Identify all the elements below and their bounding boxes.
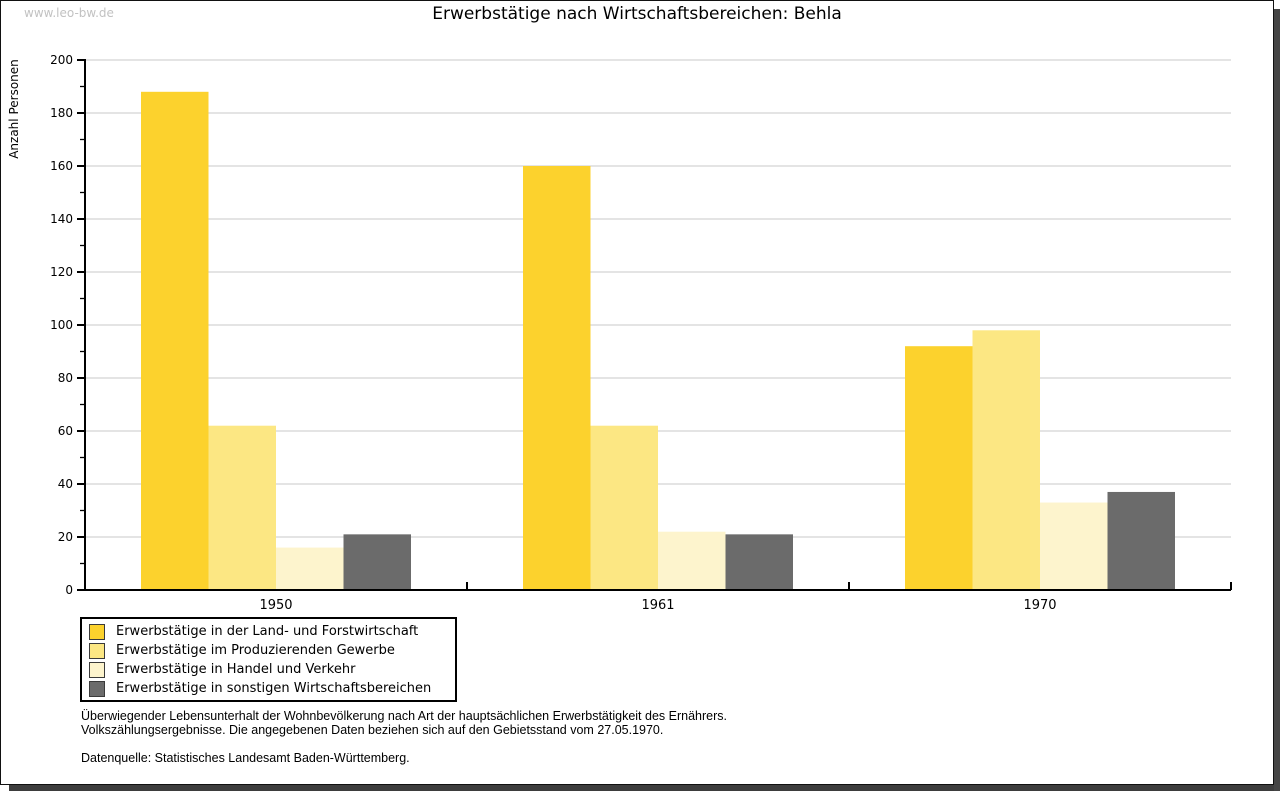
bar-1970-series2 bbox=[972, 330, 1040, 590]
bar-1950-series3 bbox=[276, 547, 344, 590]
footer-notes: Überwiegender Lebensunterhalt der Wohnbe… bbox=[81, 709, 727, 737]
legend-swatch bbox=[89, 680, 105, 697]
bar-1950-series4 bbox=[343, 534, 411, 590]
legend-items: Erwerbstätige in der Land- und Forstwirt… bbox=[89, 622, 455, 698]
y-tick-label: 80 bbox=[58, 371, 73, 385]
y-tick-label: 100 bbox=[50, 318, 73, 332]
legend-item: Erwerbstätige in sonstigen Wirtschaftsbe… bbox=[89, 679, 455, 698]
y-tick-label: 20 bbox=[58, 530, 73, 544]
legend-swatch bbox=[89, 642, 105, 659]
footer-note-line1: Überwiegender Lebensunterhalt der Wohnbe… bbox=[81, 709, 727, 723]
x-category-label: 1961 bbox=[641, 598, 674, 613]
bar-1950-series1 bbox=[141, 91, 209, 591]
footer-source: Datenquelle: Statistisches Landesamt Bad… bbox=[81, 751, 410, 765]
legend-item-label: Erwerbstätige in sonstigen Wirtschaftsbe… bbox=[116, 681, 432, 696]
y-tick-label: 120 bbox=[50, 265, 73, 279]
bar-1970-series1 bbox=[905, 346, 973, 590]
legend-item: Erwerbstätige im Produzierenden Gewerbe bbox=[89, 641, 455, 660]
y-tick-label: 160 bbox=[50, 159, 73, 173]
legend-item: Erwerbstätige in der Land- und Forstwirt… bbox=[89, 622, 455, 641]
bar-1970-series4 bbox=[1107, 491, 1175, 590]
bar-1961-series2 bbox=[590, 425, 658, 590]
frame-shadow-bottom bbox=[9, 785, 1274, 791]
y-tick-label: 0 bbox=[65, 583, 73, 597]
legend-item-label: Erwerbstätige in der Land- und Forstwirt… bbox=[116, 624, 419, 639]
bar-1950-series2 bbox=[208, 425, 276, 590]
y-tick-label: 140 bbox=[50, 212, 73, 226]
bar-1961-series4 bbox=[725, 534, 793, 590]
bar-1970-series3 bbox=[1040, 502, 1108, 590]
legend-item-label: Erwerbstätige im Produzierenden Gewerbe bbox=[116, 643, 395, 658]
legend-item-label: Erwerbstätige in Handel und Verkehr bbox=[116, 662, 356, 677]
chart-title: Erwerbstätige nach Wirtschaftsbereichen:… bbox=[432, 4, 842, 24]
bar-1961-series3 bbox=[658, 531, 726, 590]
y-tick-label: 40 bbox=[58, 477, 73, 491]
legend: Erwerbstätige in der Land- und Forstwirt… bbox=[80, 617, 457, 702]
footer-note-line2: Volkszählungsergebnisse. Die angegebenen… bbox=[81, 722, 664, 737]
y-tick-label: 200 bbox=[50, 53, 73, 67]
bar-chart-plot: 0 20 40 60 80 100 120 140 160 180 200 1950 1961 1970 bbox=[50, 53, 1232, 613]
frame-shadow-right bbox=[1274, 9, 1280, 791]
watermark: www.leo-bw.de bbox=[24, 6, 114, 20]
legend-swatch bbox=[89, 661, 105, 678]
legend-item: Erwerbstätige in Handel und Verkehr bbox=[89, 660, 455, 679]
bar-1961-series1 bbox=[523, 166, 591, 590]
y-tick-label: 180 bbox=[50, 106, 73, 120]
x-category-label: 1970 bbox=[1023, 598, 1056, 613]
x-category-label: 1950 bbox=[259, 598, 292, 613]
y-tick-label: 60 bbox=[58, 424, 73, 438]
legend-swatch bbox=[89, 623, 105, 640]
